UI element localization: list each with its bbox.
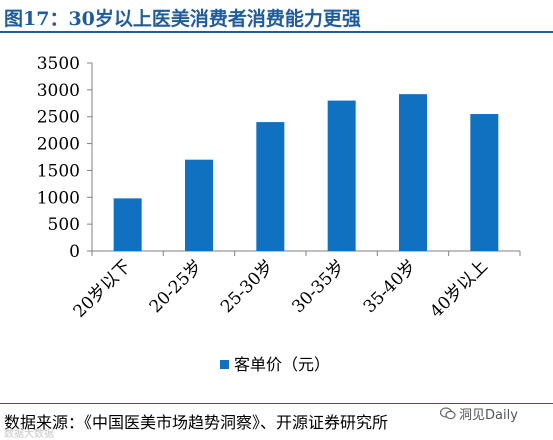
- x-category-label: 35-40岁: [360, 256, 421, 317]
- figure-title: 图17：30岁以上医美消费者消费能力更强: [4, 8, 361, 30]
- source-note: 数据来源：《中国医美市场趋势洞察》、开源证券研究所: [4, 413, 389, 432]
- legend-swatch: [220, 360, 229, 369]
- watermark-faint: 数据大数据: [4, 429, 54, 440]
- y-tick-label: 2500: [37, 108, 80, 128]
- bar: [113, 198, 142, 251]
- watermark-text: 洞见Daily: [459, 408, 518, 423]
- y-tick-label: 3500: [37, 54, 80, 74]
- title-underline: [0, 31, 553, 33]
- bar: [470, 114, 499, 252]
- y-tick-label: 0: [69, 242, 80, 262]
- legend-label: 客单价（元）: [234, 355, 330, 374]
- y-tick-label: 1500: [37, 161, 80, 181]
- bar-chart: 0 500 1000 1500 2000 2500 3000 3500 20岁以下 20-25岁 2…: [37, 54, 521, 374]
- y-tick-label: 1000: [37, 188, 80, 208]
- bar: [256, 122, 285, 251]
- watermark: 洞见Daily: [439, 404, 518, 424]
- bar: [399, 94, 427, 251]
- source-divider: [0, 403, 553, 404]
- figure-header: 图17：30岁以上医美消费者消费能力更强: [0, 0, 553, 34]
- bar: [185, 159, 213, 251]
- y-tick-label: 3000: [37, 81, 80, 101]
- wechat-icon: [439, 407, 456, 424]
- y-tick-label: 500: [48, 215, 80, 235]
- y-tick-label: 2000: [37, 135, 80, 155]
- x-category-label: 20-25岁: [146, 256, 207, 317]
- bar: [327, 100, 356, 251]
- x-category-label: 20岁以下: [70, 256, 136, 322]
- x-category-label: 25-30岁: [217, 256, 278, 317]
- x-category-label: 30-35岁: [288, 256, 349, 317]
- x-category-label: 40岁以上: [426, 256, 492, 322]
